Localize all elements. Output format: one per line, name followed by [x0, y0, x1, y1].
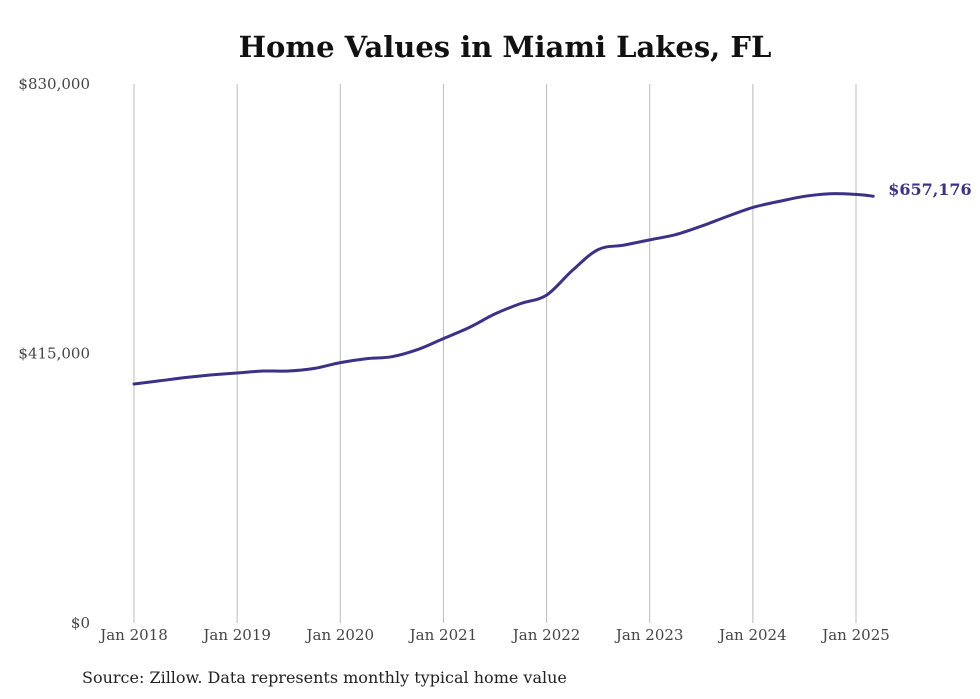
y-tick-label: $415,000	[18, 345, 90, 363]
x-tick-label: Jan 2020	[305, 626, 375, 644]
end-value-label: $657,176	[888, 180, 972, 199]
y-axis-ticks: $0 $415,000 $830,000	[18, 75, 90, 632]
y-tick-label: $0	[71, 614, 90, 632]
chart-title: Home Values in Miami Lakes, FL	[238, 30, 772, 64]
x-tick-label: Jan 2025	[820, 626, 890, 644]
series-layer: $657,176	[132, 180, 972, 386]
x-tick-label: Jan 2022	[511, 626, 581, 644]
x-tick-label: Jan 2024	[717, 626, 787, 644]
source-note: Source: Zillow. Data represents monthly …	[82, 668, 567, 687]
x-tick-label: Jan 2023	[614, 626, 684, 644]
x-axis-ticks: Jan 2018 Jan 2019 Jan 2020 Jan 2021 Jan 2022…	[98, 626, 890, 644]
series-line	[132, 192, 875, 386]
y-tick-label: $830,000	[18, 75, 90, 93]
x-tick-label: Jan 2019	[201, 626, 271, 644]
x-tick-label: Jan 2021	[408, 626, 478, 644]
x-tick-label: Jan 2018	[98, 626, 168, 644]
gridlines	[133, 84, 857, 623]
